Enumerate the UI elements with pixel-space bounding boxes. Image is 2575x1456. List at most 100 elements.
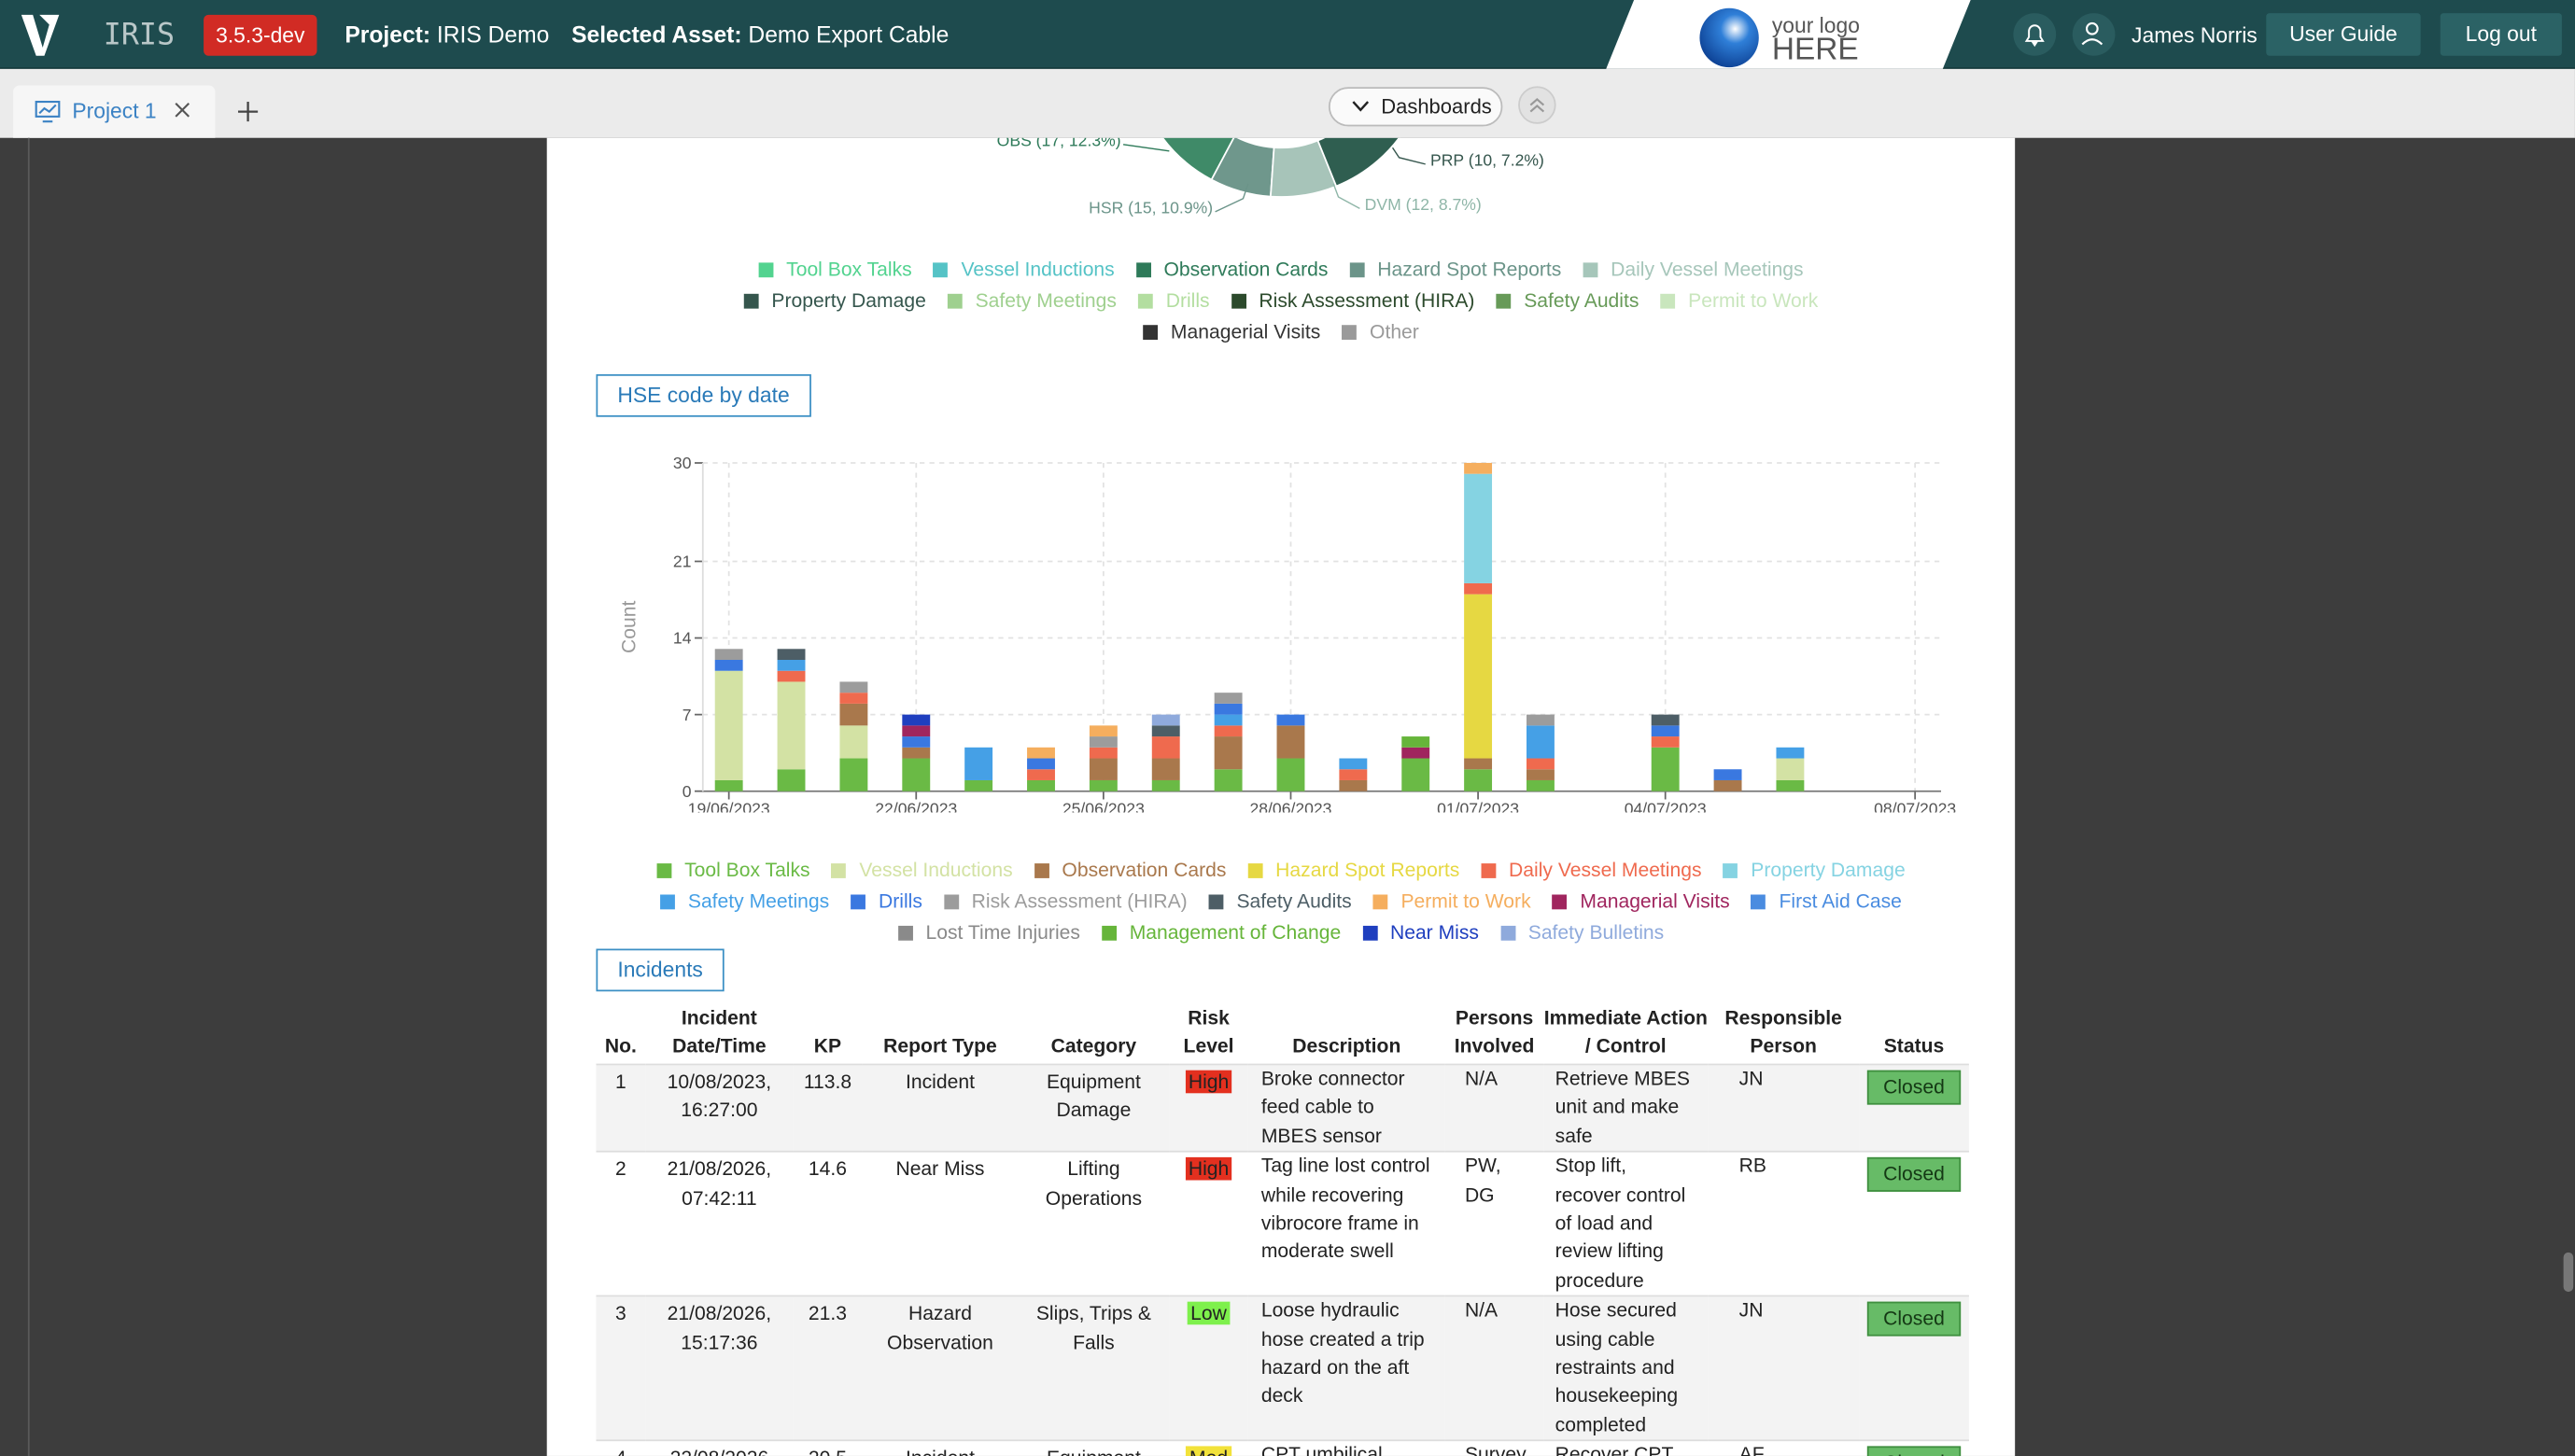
legend-label: Permit to Work [1688, 288, 1819, 313]
legend-swatch [1481, 863, 1496, 878]
legend-item: Property Damage [743, 289, 926, 314]
incidents-table: No. Incident Date/Time KP Report Type Catego… [596, 1004, 1969, 1456]
legend-item: Observation Cards [1034, 859, 1226, 883]
chart-legend: Tool Box Talks Vessel Inductions Observati… [583, 859, 1978, 945]
x-tick-label: 22/06/2023 [875, 799, 957, 812]
project-name: IRIS Demo [436, 21, 550, 49]
table-cell: Recover CPT tool [1555, 1443, 1673, 1456]
legend-label: Other [1370, 319, 1419, 343]
tab-close[interactable] [174, 102, 190, 119]
legend-item: Daily Vessel Meetings [1481, 858, 1702, 883]
bar-segment [1214, 725, 1243, 737]
status-badge[interactable]: Closed [1866, 1070, 1962, 1105]
legend-item: Managerial Visits [1552, 889, 1730, 914]
bar-segment [1651, 725, 1680, 737]
legend-label: Daily Vessel Meetings [1509, 858, 1702, 882]
project-info: Project: IRIS Demo [345, 21, 549, 48]
table-cell: 21/08/2026, 15:17:36 [645, 1295, 794, 1441]
legend-swatch [943, 894, 959, 910]
bar-segment [1339, 769, 1368, 780]
status-badge[interactable]: Closed [1866, 1446, 1962, 1456]
bar-segment [902, 736, 931, 748]
legend-label: Safety Bulletins [1527, 920, 1665, 945]
bar-segment [1464, 769, 1493, 791]
collapse-button[interactable] [1517, 85, 1556, 124]
bar-segment [1151, 736, 1180, 759]
logo-area [1606, 0, 1971, 69]
bar-segment [1651, 714, 1680, 726]
legend-swatch [1660, 293, 1676, 309]
table-cell: JN [1708, 1295, 1860, 1441]
legend-label: Near Miss [1389, 920, 1479, 945]
legend-label: Safety Meetings [687, 889, 830, 913]
table-cell: Low [1169, 1295, 1248, 1441]
status-badge[interactable]: Closed [1866, 1157, 1962, 1193]
legend-swatch [1372, 894, 1388, 910]
table-row: 422/08/202620.5IncidentEquipment Med CPT u… [596, 1440, 1969, 1456]
bar-segment [1089, 758, 1118, 780]
table-cell: Closed [1859, 1295, 1969, 1441]
column-header: No. [604, 1033, 637, 1057]
scrollbar[interactable] [2563, 1252, 2574, 1293]
dashboard-panel: OBS (17, 12.3%) HSR (15, 10.9%) DVM (12,… [546, 137, 2016, 1456]
bar-segment [1027, 758, 1055, 770]
legend-swatch [1583, 262, 1598, 278]
column-header: Responsible Person [1724, 1006, 1842, 1057]
table-cell: Loose hydraulic hose created a trip haza… [1247, 1295, 1445, 1441]
donut-legend: Tool Box Talks Vessel Inductions Observati… [673, 258, 1889, 344]
bar-segment [777, 670, 806, 682]
bar-segment [1214, 769, 1243, 791]
bar-segment [1651, 747, 1680, 791]
table-cell: Retrieve MBES unit and make safe [1543, 1064, 1709, 1153]
tab-label: Project 1 [72, 98, 157, 123]
table-cell: 113.8 [793, 1064, 863, 1153]
legend-item: Safety Meetings [659, 889, 830, 914]
bar-segment [1151, 779, 1180, 791]
user-guide-button[interactable]: User Guide [2266, 13, 2421, 56]
bar-segment [1214, 714, 1243, 726]
icons[interactable] [2012, 11, 2118, 57]
bar-segment [1464, 462, 1493, 474]
user-name: James Norris [2132, 22, 2258, 49]
chevron [1352, 101, 1370, 112]
legend-swatch [1362, 925, 1377, 941]
legend-item: Daily Vessel Meetings [1583, 258, 1804, 282]
bar-segment [1464, 473, 1493, 583]
donut-label: PRP (10, 7.2%) [1430, 152, 1544, 171]
column-header: Status [1883, 1033, 1945, 1057]
bar-segment [1089, 736, 1118, 748]
table-cell: Stop lift, recover control of load and r… [1555, 1154, 1686, 1292]
legend-label: Risk Assessment (HIRA) [971, 889, 1188, 913]
bar-segment [1339, 758, 1368, 770]
bar-segment [1151, 725, 1180, 737]
bar-segment [839, 693, 868, 704]
legend-label: Property Damage [1751, 858, 1906, 882]
tab[interactable]: Project 1 [13, 85, 216, 138]
asset-info: Selected Asset: Demo Export Cable [571, 21, 949, 48]
legend-swatch [1231, 293, 1246, 309]
column-header: Report Type [883, 1033, 997, 1057]
table-cell: AF [1738, 1443, 1765, 1456]
logout-button[interactable]: Log out [2440, 13, 2562, 56]
legend-swatch [1034, 863, 1049, 878]
table-cell: PW, DG [1464, 1154, 1501, 1206]
bar-segment [839, 758, 868, 791]
table-cell: 2 [614, 1157, 626, 1181]
bar-segment [839, 703, 868, 726]
legend-swatch [1723, 863, 1738, 878]
y-tick-label: 0 [682, 782, 692, 801]
legend-label: Tool Box Talks [786, 258, 912, 281]
table-cell: High [1169, 1152, 1247, 1296]
donut-label: OBS (17, 12.3%) [996, 137, 1121, 151]
app-logo [21, 14, 60, 56]
donut-label: DVM (12, 8.7%) [1364, 197, 1482, 216]
add-tab[interactable] [236, 100, 260, 123]
dashboards-toggle[interactable]: Dashboards [1328, 87, 1503, 127]
bar-segment [1339, 779, 1368, 791]
status-badge[interactable]: Closed [1866, 1302, 1962, 1337]
table-row: 1 10/08/2023, 16:27:00 113.8 Incident Equipm… [596, 1064, 1969, 1153]
legend-swatch [1751, 894, 1766, 910]
risk-level: Med [1186, 1446, 1231, 1456]
legend-swatch [1143, 325, 1158, 341]
